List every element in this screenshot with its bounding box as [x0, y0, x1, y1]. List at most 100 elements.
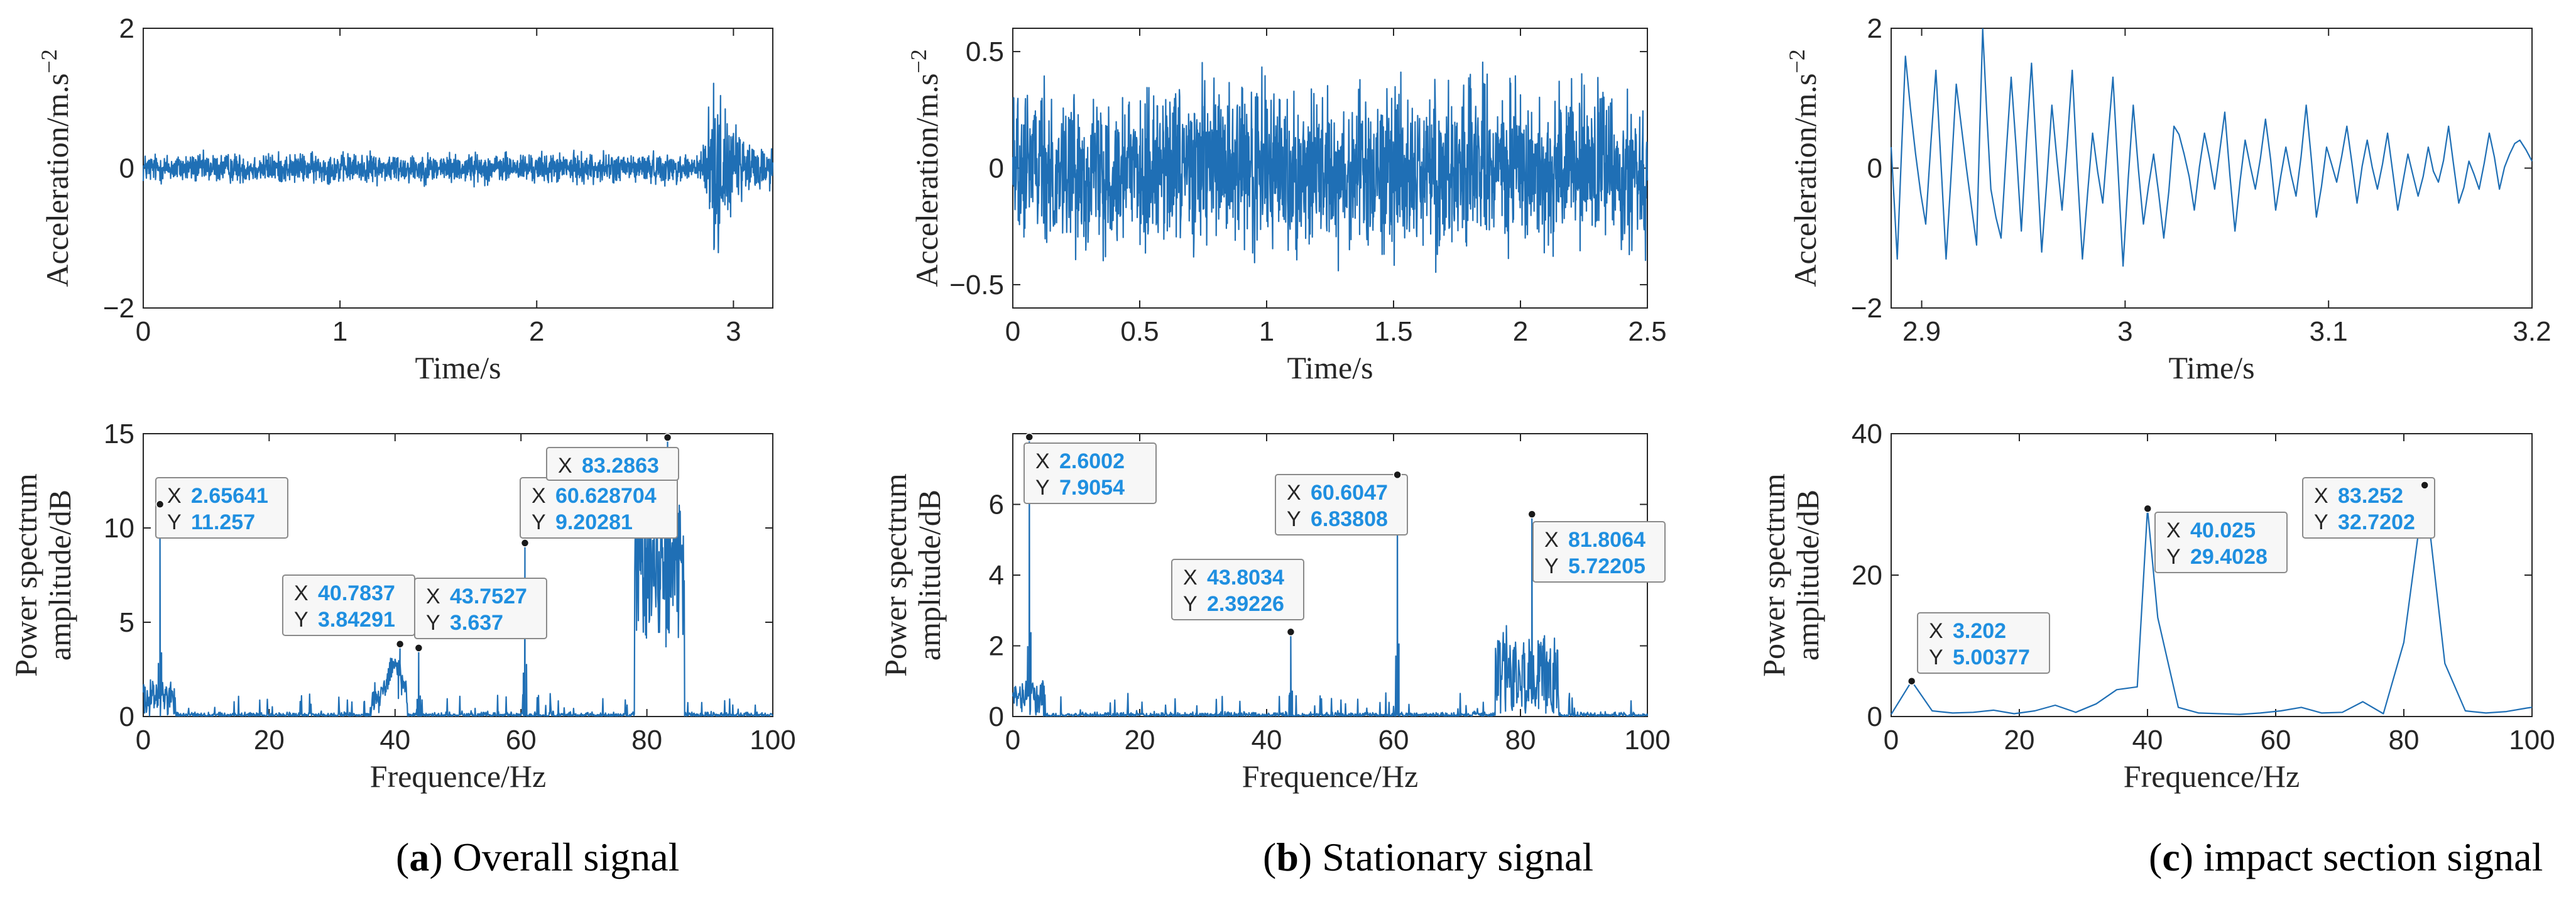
panel-b-datatip-x-value: 60.6047	[1311, 481, 1388, 505]
panel-c-datatip-box	[1917, 612, 2050, 674]
panel-a-datatip-x-value: 40.7837	[318, 581, 395, 605]
panel-c-datatip-box	[2302, 477, 2435, 539]
caption-close: )	[2180, 835, 2193, 879]
panel-b-top-xtick-label: 2	[1513, 316, 1528, 347]
panel-c-top-xlabel: Time/s	[2168, 350, 2254, 385]
panel-a-datatip-box	[155, 477, 288, 539]
panel-a-datatip-marker	[414, 644, 423, 652]
panel-a-top-ytick-label: 0	[119, 153, 134, 184]
panel-b-datatip-marker	[1286, 627, 1296, 637]
ylabel-main: Acceleration/m.s	[40, 74, 75, 287]
ylabel-main: Acceleration/m.s	[1787, 74, 1823, 287]
panel-b-datatip: X 43.8034 Y 2.39226	[1171, 559, 1304, 620]
panel-c-bottom-ytick-label: 0	[1867, 701, 1882, 732]
panel-a-bottom-ytick-label: 5	[119, 607, 134, 638]
panel-c-bottom-xlabel: Frequence/Hz	[2124, 759, 2300, 794]
panel-a-datatip-y-key: Y	[426, 611, 440, 635]
panel-a-datatip: X 83.2863	[546, 447, 679, 481]
panel-c-datatip-x-value: 40.025	[2190, 519, 2256, 542]
panel-a-datatip: X 60.628704 Y 9.20281	[520, 477, 678, 539]
panel-c-datatip-y-value: 29.4028	[2190, 545, 2268, 569]
panel-b-datatip-x-key: X	[1544, 528, 1559, 552]
panel-b-bottom-ylabel-line: Power spectrum	[878, 473, 913, 677]
panel-c-datatip-marker	[1907, 676, 1916, 686]
panel-c-datatip-y-key: Y	[2166, 545, 2181, 569]
panel-b-top-xtick-label: 1.5	[1374, 316, 1412, 347]
panel-a-top-xtick-label: 0	[136, 316, 151, 347]
panel-b-datatip-marker	[1393, 470, 1402, 480]
panel-a-datatip-x-key: X	[167, 484, 182, 508]
panel-a-bottom-xtick-label: 40	[379, 725, 410, 755]
panel-a-datatip-y-key: Y	[532, 510, 546, 534]
panel-b-datatip-y-key: Y	[1287, 507, 1301, 531]
panel-c-caption: (c) impact section signal	[2149, 835, 2543, 879]
caption-open: (	[2149, 835, 2162, 879]
panel-b-bottom-xlabel: Frequence/Hz	[1242, 759, 1418, 794]
panel-b-datatip-box	[1171, 559, 1304, 620]
panel-b-datatip-box	[1532, 521, 1666, 583]
panel-a-datatip-marker	[395, 639, 405, 649]
panel-b-top-ytick-label: −0.5	[949, 270, 1004, 300]
panel-c-bottom-frame	[1891, 433, 2533, 717]
panel-c-datatip-y-value: 5.00377	[1953, 646, 2030, 669]
panel-c-bottom-ylabel-line: amplitude/dB	[1790, 490, 1825, 661]
panel-a-bottom-xtick-label: 100	[750, 725, 795, 755]
panel-c-bottom-xtick-label: 0	[1884, 725, 1899, 755]
panel-c-datatip-marker	[2420, 481, 2429, 490]
caption-text: Stationary signal	[1312, 835, 1593, 879]
panel-b-datatip-y-key: Y	[1183, 592, 1198, 616]
panel-a-datatip-x-value: 43.7527	[450, 585, 527, 608]
panel-c-datatip-x-key: X	[1929, 619, 1943, 643]
panel-b-bottom-ylabel-line: amplitude/dB	[912, 490, 947, 661]
panel-c-bottom-ytick-label: 20	[1852, 560, 1882, 591]
panel-c-datatip-y-key: Y	[2314, 510, 2328, 534]
panel-b-top-ylabel: Acceleration/m.s−2	[906, 49, 944, 287]
panel-b-datatip-y-value: 5.72205	[1568, 554, 1645, 578]
panel-c-bottom-ylabel-line: Power spectrum	[1756, 473, 1791, 677]
panel-c-top-xtick-label: 3.2	[2513, 316, 2551, 347]
caption-text: Overall signal	[443, 835, 680, 879]
panel-c-time-series	[1890, 28, 2533, 267]
panel-c-top-xtick-label: 2.9	[1902, 316, 1941, 347]
panel-b-top-xtick-label: 2.5	[1628, 316, 1666, 347]
panel-a-top-xtick-label: 1	[332, 316, 347, 347]
panel-c-spectrum	[1891, 485, 2533, 715]
panel-a-datatip-x-key: X	[294, 581, 308, 605]
panel-a-bottom-ylabel-line: amplitude/dB	[42, 490, 77, 661]
panel-a-top-ytick-label: 2	[119, 13, 134, 44]
panel-b-spectrum	[1012, 436, 1649, 717]
panel-a-datatip-x-value: 83.2863	[582, 454, 659, 478]
caption-open: (	[1263, 835, 1276, 879]
panel-a-datatip-y-value: 9.20281	[555, 510, 633, 534]
caption-open: (	[396, 835, 409, 879]
panel-a-datatip: X 2.65641 Y 11.257	[155, 477, 288, 539]
panel-c-bottom-xtick-label: 60	[2261, 725, 2291, 755]
panel-c-datatip-box	[2154, 512, 2288, 573]
panel-b-bottom-ytick-label: 2	[989, 631, 1004, 662]
panel-a-datatip-marker	[520, 539, 530, 547]
panel-a-top-xtick-label: 3	[726, 316, 741, 347]
panel-a-datatip-marker	[663, 433, 672, 442]
ylabel-superscript: −2	[36, 49, 62, 73]
panel-b-datatip: X 2.6002 Y 7.9054	[1023, 442, 1157, 504]
panel-a-datatip: X 43.7527 Y 3.637	[414, 578, 547, 639]
panel-a-top-ylabel: Acceleration/m.s−2	[36, 49, 75, 287]
panel-c-datatip-x-value: 83.252	[2338, 484, 2403, 508]
ylabel-main: Acceleration/m.s	[909, 74, 944, 287]
panel-a-datatip-y-value: 3.84291	[318, 608, 395, 632]
panel-b-bottom-xtick-label: 20	[1125, 725, 1155, 755]
panel-a-top-ytick-label: −2	[103, 293, 134, 324]
panel-b-bottom-ytick-label: 6	[989, 490, 1004, 520]
panel-b-caption: (b) Stationary signal	[1263, 835, 1593, 879]
panel-a-datatip-x-key: X	[426, 585, 440, 608]
panel-a-bottom-ylabel-line: Power spectrum	[8, 473, 43, 677]
panel-a-caption: (a) Overall signal	[396, 835, 679, 879]
panel-a-datatip-y-value: 11.257	[191, 510, 255, 534]
panel-b-top-ytick-label: 0.5	[966, 36, 1004, 67]
panel-a-datatip-y-key: Y	[167, 510, 182, 534]
panel-b-datatip-x-key: X	[1035, 449, 1050, 473]
caption-letter: c	[2162, 835, 2180, 879]
panel-c-top-axes: 2.9 3 3.1 3.2 2 0 −2	[1851, 13, 2551, 347]
panel-c-bottom-xtick-label: 20	[2004, 725, 2035, 755]
